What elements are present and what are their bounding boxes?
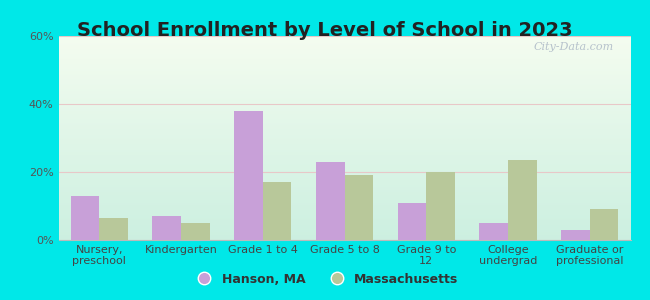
Bar — [590, 209, 618, 240]
Bar — [398, 202, 426, 240]
Legend: Hanson, MA, Massachusetts: Hanson, MA, Massachusetts — [187, 268, 463, 291]
Bar — [263, 182, 291, 240]
Bar — [508, 160, 536, 240]
Bar — [234, 111, 263, 240]
Bar — [99, 218, 128, 240]
Bar — [181, 223, 210, 240]
Text: School Enrollment by Level of School in 2023: School Enrollment by Level of School in … — [77, 21, 573, 40]
Text: City-Data.com: City-Data.com — [533, 42, 614, 52]
Bar — [561, 230, 590, 240]
Bar — [426, 172, 455, 240]
Bar — [153, 216, 181, 240]
Bar — [316, 162, 344, 240]
Bar — [344, 176, 373, 240]
Bar — [71, 196, 99, 240]
Bar — [479, 223, 508, 240]
